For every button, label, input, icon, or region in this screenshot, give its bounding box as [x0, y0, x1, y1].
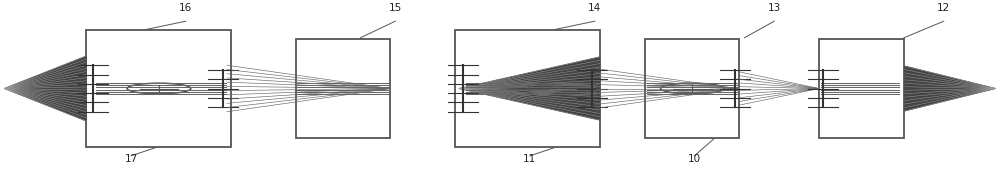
Bar	[645, 39, 739, 138]
Text: 15: 15	[389, 3, 402, 13]
Bar	[455, 30, 600, 147]
Text: 10: 10	[688, 154, 701, 164]
Bar	[296, 39, 390, 138]
Polygon shape	[4, 56, 86, 121]
Text: 17: 17	[124, 154, 138, 164]
Polygon shape	[459, 57, 600, 120]
Text: 14: 14	[588, 3, 601, 13]
Text: 12: 12	[937, 3, 950, 13]
Text: 11: 11	[523, 154, 537, 164]
Bar	[86, 30, 231, 147]
Bar	[819, 39, 904, 138]
Text: 13: 13	[768, 3, 781, 13]
Text: 16: 16	[179, 3, 192, 13]
Polygon shape	[905, 66, 996, 111]
